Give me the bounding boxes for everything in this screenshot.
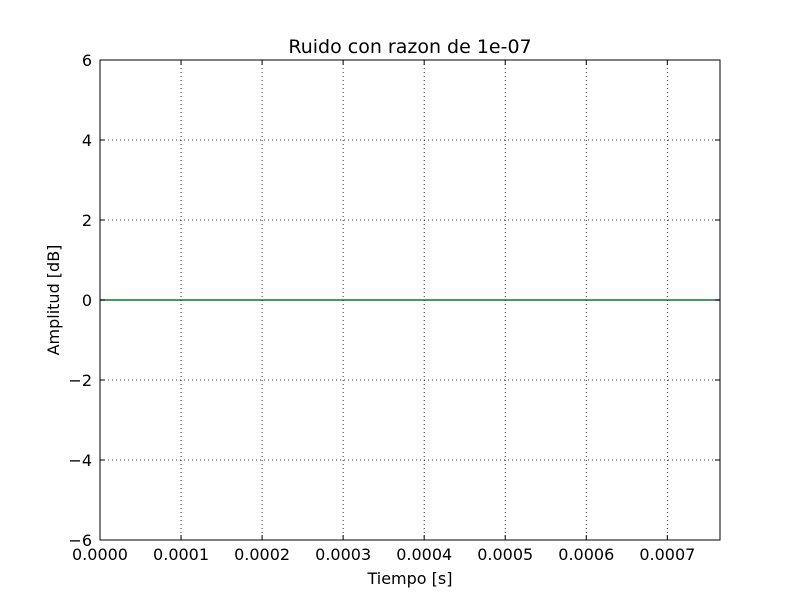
y-axis-label: Amplitud [dB]	[44, 245, 63, 356]
x-tick-label: 0.0007	[639, 545, 695, 564]
x-axis-label: Tiempo [s]	[366, 569, 452, 588]
x-tick-label: 0.0004	[396, 545, 452, 564]
y-tick-label: −4	[68, 451, 92, 470]
x-tick-label: 0.0000	[72, 545, 128, 564]
x-tick-label: 0.0002	[234, 545, 290, 564]
x-tick-label: 0.0005	[477, 545, 533, 564]
x-tick-label: 0.0006	[558, 545, 614, 564]
y-tick-label: 0	[82, 291, 92, 310]
y-tick-label: 4	[82, 131, 92, 150]
y-tick-label: −6	[68, 531, 92, 550]
chart-title: Ruido con razon de 1e-07	[288, 36, 531, 58]
ticks: 0.0000 0.0001 0.0002 0.0003 0.0004 0.0005 0.00…	[68, 51, 720, 564]
x-tick-label: 0.0003	[315, 545, 371, 564]
x-tick-label: 0.0001	[153, 545, 209, 564]
plot-frame	[99, 59, 721, 541]
y-tick-label: −2	[68, 371, 92, 390]
y-tick-label: 2	[82, 211, 92, 230]
y-tick-label: 6	[82, 51, 92, 70]
